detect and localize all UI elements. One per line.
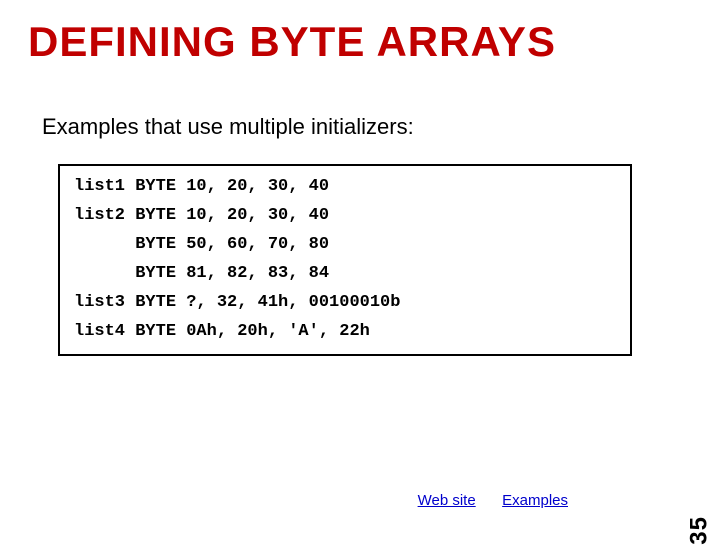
code-box: list1 BYTE 10, 20, 30, 40 list2 BYTE 10,… [58, 164, 632, 356]
code-line: list4 BYTE 0Ah, 20h, 'A', 22h [74, 323, 616, 340]
code-line: list2 BYTE 10, 20, 30, 40 [74, 207, 616, 224]
footer-links: Web site Examples [418, 492, 590, 510]
code-line: BYTE 81, 82, 83, 84 [74, 265, 616, 282]
slide-title: DEFINING BYTE ARRAYS [28, 18, 692, 66]
code-line: BYTE 50, 60, 70, 80 [74, 236, 616, 253]
code-line: list3 BYTE ?, 32, 41h, 00100010b [74, 294, 616, 311]
slide-subtitle: Examples that use multiple initializers: [42, 114, 692, 140]
page-number: 35 [686, 516, 714, 545]
slide: DEFINING BYTE ARRAYS Examples that use m… [0, 0, 720, 540]
code-line: list1 BYTE 10, 20, 30, 40 [74, 178, 616, 195]
examples-link[interactable]: Examples [502, 492, 568, 509]
web-site-link[interactable]: Web site [418, 492, 476, 509]
